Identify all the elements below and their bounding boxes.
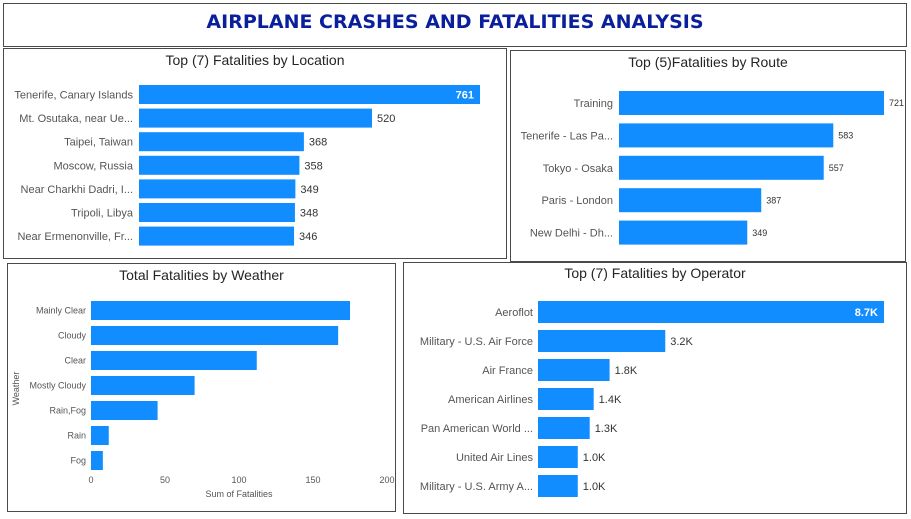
location-category-label: Near Charkhi Dadri, I... (21, 184, 133, 196)
location-bar (139, 203, 295, 222)
page-title: AIRPLANE CRASHES AND FATALITIES ANALYSIS (206, 11, 704, 33)
location-chart: Tenerife, Canary Islands 761 Mt. Osutaka, … (14, 85, 480, 246)
route-data-label: 387 (766, 195, 781, 205)
operator-category-label: Aeroflot (495, 307, 533, 319)
weather-category-label: Rain (67, 431, 86, 441)
weather-category-label: Mainly Clear (36, 306, 86, 316)
route-chart: Training 721 Tenerife - Las Pa... 583 Tokyo … (521, 91, 904, 245)
location-data-label: 761 (456, 89, 474, 101)
location-category-label: Mt. Osutaka, near Ue... (19, 113, 133, 125)
operator-chart-panel: Top (7) Fatalities by Operator Aeroflot 8… (403, 262, 907, 514)
operator-chart-title: Top (7) Fatalities by Operator (564, 265, 746, 281)
weather-x-tick-label: 100 (231, 475, 246, 485)
operator-data-label: 1.0K (583, 452, 606, 464)
location-category-label: Near Ermenonville, Fr... (17, 231, 133, 243)
location-data-label: 358 (304, 160, 322, 172)
weather-x-tick-label: 50 (160, 475, 170, 485)
route-chart-title: Top (5)Fatalities by Route (628, 54, 788, 70)
weather-category-label: Cloudy (58, 331, 87, 341)
route-bar (619, 188, 762, 213)
operator-category-label: Military - U.S. Army A... (420, 481, 533, 493)
weather-x-axis-title: Sum of Fatalities (205, 489, 273, 499)
operator-bar (538, 359, 610, 381)
route-category-label: New Delhi - Dh... (530, 228, 613, 240)
route-data-label: 721 (889, 98, 904, 108)
header-panel: AIRPLANE CRASHES AND FATALITIES ANALYSIS (3, 3, 907, 47)
operator-category-label: Military - U.S. Air Force (420, 336, 533, 348)
location-category-label: Tenerife, Canary Islands (14, 89, 133, 101)
route-category-label: Paris - London (541, 195, 613, 207)
operator-bar (538, 446, 578, 468)
operator-category-label: Air France (482, 365, 533, 377)
weather-category-label: Mostly Cloudy (29, 381, 86, 391)
location-data-label: 520 (377, 113, 395, 125)
route-category-label: Tokyo - Osaka (543, 163, 614, 175)
weather-bar (91, 301, 350, 320)
operator-data-label: 1.0K (583, 481, 606, 493)
weather-x-tick-label: 150 (305, 475, 320, 485)
location-data-label: 348 (300, 207, 318, 219)
weather-chart: Mainly Clear Cloudy Clear Mostly Cloudy Rain… (11, 301, 395, 499)
weather-bar (91, 376, 195, 395)
route-data-label: 583 (838, 131, 853, 141)
weather-bar (91, 451, 103, 470)
location-category-label: Tripoli, Libya (71, 207, 134, 219)
route-data-label: 557 (829, 163, 844, 173)
operator-chart: Aeroflot 8.7K Military - U.S. Air Force 3.2… (420, 301, 884, 497)
weather-bar (91, 426, 109, 445)
weather-bar (91, 401, 158, 420)
operator-data-label: 1.8K (615, 365, 638, 377)
location-data-label: 349 (300, 184, 318, 196)
weather-y-axis-title: Weather (11, 372, 21, 406)
location-bar (139, 179, 296, 199)
route-chart-panel: Top (5)Fatalities by Route Training 721 Te… (510, 50, 906, 262)
operator-category-label: United Air Lines (456, 452, 534, 464)
operator-bar (538, 417, 590, 439)
route-bar (619, 91, 884, 115)
weather-category-label: Fog (70, 456, 86, 466)
route-category-label: Tenerife - Las Pa... (521, 130, 613, 142)
location-category-label: Moscow, Russia (54, 160, 134, 172)
location-bar (139, 155, 300, 175)
weather-bar (91, 351, 257, 370)
route-data-label: 349 (752, 228, 767, 238)
operator-data-label: 8.7K (855, 307, 878, 319)
weather-chart-title: Total Fatalities by Weather (119, 267, 284, 283)
operator-data-label: 3.2K (670, 336, 693, 348)
location-bar (139, 226, 295, 246)
route-bar (619, 220, 748, 245)
route-bar (619, 123, 834, 148)
location-bar (139, 132, 304, 152)
location-chart-panel: Top (7) Fatalities by Location Tenerife,… (3, 48, 507, 259)
location-bar (139, 85, 480, 104)
location-chart-title: Top (7) Fatalities by Location (165, 52, 345, 68)
operator-category-label: Pan American World ... (421, 423, 533, 435)
operator-category-label: American Airlines (448, 394, 533, 406)
operator-bar (538, 475, 578, 497)
route-category-label: Training (574, 98, 613, 110)
weather-x-tick-label: 0 (88, 475, 93, 485)
location-data-label: 346 (299, 231, 317, 243)
weather-x-tick-label: 200 (379, 475, 394, 485)
route-bar (619, 155, 824, 180)
operator-bar (538, 301, 884, 323)
operator-data-label: 1.3K (595, 423, 618, 435)
operator-bar (538, 330, 666, 352)
location-bar (139, 108, 373, 128)
weather-category-label: Clear (64, 356, 86, 366)
location-data-label: 368 (309, 137, 327, 149)
weather-bar (91, 326, 339, 345)
operator-bar (538, 388, 594, 410)
weather-chart-panel: Total Fatalities by Weather Mainly Clear… (7, 263, 396, 512)
location-category-label: Taipei, Taiwan (64, 137, 133, 149)
weather-category-label: Rain,Fog (49, 406, 86, 416)
operator-data-label: 1.4K (599, 394, 622, 406)
